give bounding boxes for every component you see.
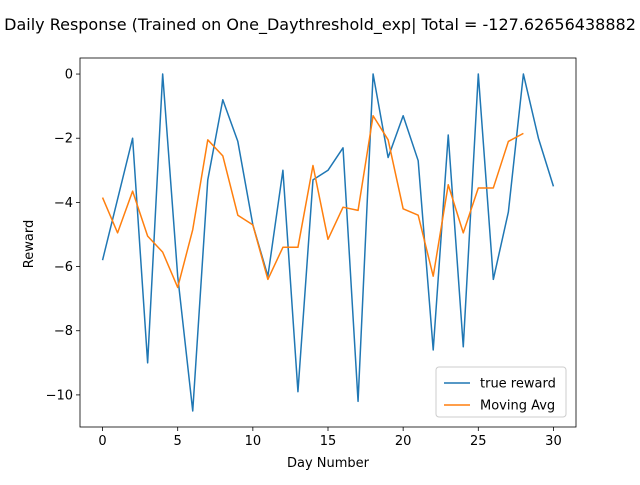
y-tick-label: −6 bbox=[54, 260, 73, 275]
x-tick-label: 5 bbox=[174, 434, 182, 449]
x-tick-label: 30 bbox=[545, 434, 562, 449]
y-tick-label: −8 bbox=[54, 324, 73, 339]
x-tick-label: 10 bbox=[245, 434, 262, 449]
x-tick-label: 15 bbox=[320, 434, 337, 449]
y-tick-label: −4 bbox=[54, 196, 73, 211]
legend-label: Moving Avg bbox=[480, 399, 555, 414]
series-line-true-reward bbox=[101, 73, 555, 412]
x-tick-label: 20 bbox=[395, 434, 412, 449]
series-line-moving-avg bbox=[101, 115, 524, 289]
x-tick-label: 0 bbox=[98, 434, 106, 449]
y-tick-label: −2 bbox=[54, 132, 73, 147]
x-axis-label: Day Number bbox=[287, 456, 370, 471]
y-tick-label: −10 bbox=[46, 388, 73, 403]
plot-area: 0 5 10 15 20 25 30 0 −2 −4 −6 −8 −10 true reward Movin… bbox=[46, 57, 577, 449]
y-tick-label: 0 bbox=[65, 68, 73, 83]
y-axis-label: Reward bbox=[22, 220, 37, 268]
chart-title: Daily Response (Trained on One_Daythresh… bbox=[4, 15, 636, 35]
legend-label: true reward bbox=[480, 377, 556, 392]
x-tick-label: 25 bbox=[470, 434, 487, 449]
